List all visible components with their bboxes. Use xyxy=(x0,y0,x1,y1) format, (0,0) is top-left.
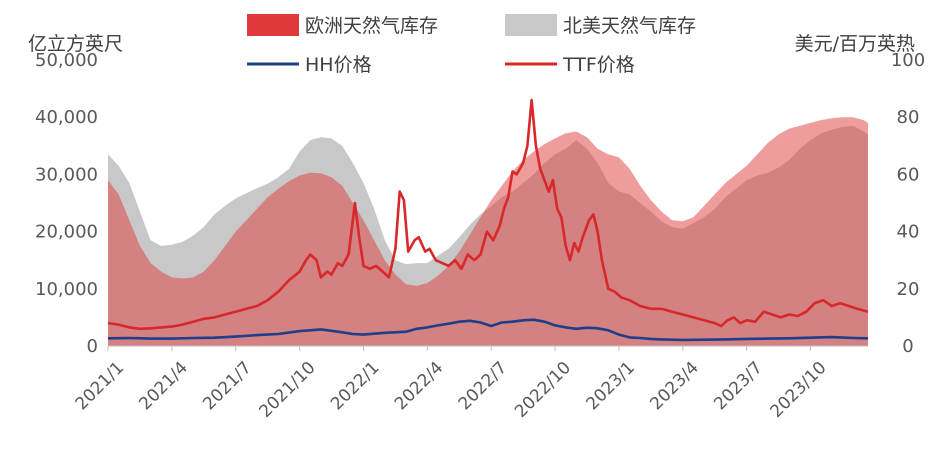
legend-swatch-north-america-storage xyxy=(505,14,557,36)
left-tick-label: 0 xyxy=(87,336,98,357)
legend-swatch-europe-storage xyxy=(247,14,299,36)
left-tick-label: 50,000 xyxy=(35,50,98,71)
right-tick-label: 20 xyxy=(897,279,920,300)
hh-price-line xyxy=(107,318,869,342)
left-tick-label: 30,000 xyxy=(35,164,98,185)
legend-label-europe-storage: 欧洲天然气库存 xyxy=(305,15,438,37)
legend-label-north-america-storage: 北美天然气库存 xyxy=(563,15,696,37)
right-tick-label: 60 xyxy=(897,164,920,185)
right-axis-ticks: 0 20 40 60 80 100 xyxy=(891,50,925,357)
left-tick-label: 10,000 xyxy=(35,279,98,300)
x-tick-label: 2021/7 xyxy=(199,358,255,414)
x-axis-ticks: 2021/1 2021/4 2021/7 2021/10 2022/1 2022/4 202… xyxy=(72,346,831,422)
legend-item-europe-storage: 欧洲天然气库存 xyxy=(247,14,438,37)
x-tick-label: 2022/4 xyxy=(391,358,447,414)
x-tick-label: 2021/10 xyxy=(256,358,320,422)
legend-item-hh-price: HH价格 xyxy=(247,54,372,76)
x-tick-label: 2021/4 xyxy=(135,358,191,414)
x-tick-label: 2022/1 xyxy=(327,358,383,414)
left-axis-unit: 亿立方英尺 xyxy=(28,33,123,55)
x-tick-label: 2022/7 xyxy=(455,358,511,414)
right-tick-label: 40 xyxy=(897,222,920,243)
legend-item-north-america-storage: 北美天然气库存 xyxy=(505,14,696,37)
left-axis-ticks: 0 10,000 20,000 30,000 40,000 50,000 xyxy=(35,50,98,357)
x-tick-label: 2023/10 xyxy=(766,358,830,422)
legend-item-ttf-price: TTF价格 xyxy=(505,54,635,76)
x-tick-label: 2022/10 xyxy=(511,358,575,422)
legend: 欧洲天然气库存 北美天然气库存 HH价格 TTF价格 xyxy=(247,14,696,76)
right-axis-unit: 美元/百万英热 xyxy=(795,33,915,55)
right-tick-label: 100 xyxy=(891,50,925,71)
x-tick-label: 2023/4 xyxy=(646,358,702,414)
legend-label-hh-price: HH价格 xyxy=(305,54,372,76)
plot-area xyxy=(107,98,869,346)
left-tick-label: 20,000 xyxy=(35,222,98,243)
x-tick-label: 2023/1 xyxy=(583,358,639,414)
x-tick-label: 2021/1 xyxy=(72,358,128,414)
ttf-price-line xyxy=(107,98,869,331)
x-tick-label: 2023/7 xyxy=(710,358,766,414)
right-tick-label: 0 xyxy=(902,336,913,357)
right-tick-label: 80 xyxy=(897,107,920,128)
left-tick-label: 40,000 xyxy=(35,107,98,128)
legend-label-ttf-price: TTF价格 xyxy=(562,54,635,76)
